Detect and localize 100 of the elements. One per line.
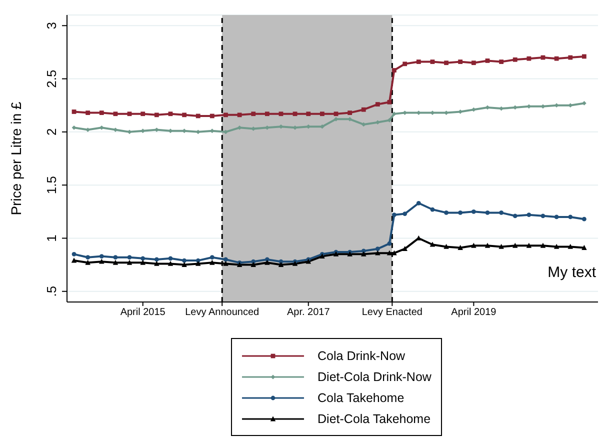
point	[99, 110, 104, 115]
point	[512, 214, 518, 218]
point	[224, 130, 228, 134]
point	[540, 214, 546, 218]
point	[387, 100, 392, 104]
point	[361, 107, 366, 112]
point	[127, 112, 132, 116]
point	[499, 210, 504, 215]
point	[375, 246, 380, 252]
point	[582, 54, 586, 59]
legend-label: Cola Drink-Now	[318, 348, 406, 362]
point	[251, 112, 256, 116]
point	[72, 110, 76, 114]
point	[540, 242, 546, 248]
point	[444, 60, 448, 66]
point	[168, 256, 173, 261]
point	[568, 55, 573, 60]
annotation: My text	[548, 264, 596, 281]
point	[485, 210, 490, 215]
point	[498, 244, 504, 249]
point	[195, 260, 201, 266]
point	[554, 244, 560, 249]
point	[140, 112, 146, 116]
point	[430, 207, 435, 212]
point	[113, 112, 118, 116]
point	[210, 114, 214, 118]
point	[458, 60, 463, 64]
point	[568, 244, 574, 249]
point	[416, 200, 421, 206]
point	[430, 60, 435, 64]
x-tick-label: April 2019	[451, 307, 497, 318]
point	[168, 112, 173, 116]
legend-label: Diet-Cola Drink-Now	[318, 370, 432, 384]
point	[278, 262, 284, 267]
y-tick-label: 1.5	[44, 176, 59, 194]
point	[444, 244, 449, 249]
x-tick-label: Apr. 2017	[286, 307, 330, 318]
x-tick-label: Levy Enacted	[362, 307, 422, 318]
point	[392, 112, 396, 116]
point	[72, 252, 76, 256]
point	[484, 242, 490, 248]
point	[444, 210, 448, 215]
point	[112, 260, 118, 265]
y-tick-label: 2.5	[44, 70, 59, 88]
point	[210, 260, 215, 265]
point	[264, 112, 270, 116]
point	[126, 260, 132, 265]
point	[168, 260, 174, 266]
point	[154, 112, 159, 118]
y-axis-title: Price per Litre in £	[8, 101, 24, 216]
point	[196, 114, 200, 118]
point	[430, 242, 436, 247]
point	[182, 112, 186, 118]
point	[140, 256, 146, 261]
point	[526, 56, 532, 61]
point	[582, 244, 587, 250]
point	[458, 244, 463, 250]
point	[237, 112, 242, 118]
x-tick-label: Levy Announced	[185, 307, 260, 318]
point	[402, 246, 408, 252]
point	[526, 242, 532, 248]
point	[224, 257, 228, 262]
y-tick-label: 2	[44, 128, 59, 136]
point	[512, 242, 518, 248]
point	[360, 251, 366, 256]
point	[402, 62, 408, 66]
y-tick-label: 3	[44, 22, 59, 30]
point	[210, 255, 214, 260]
point	[224, 112, 228, 118]
point	[334, 112, 338, 116]
point	[471, 60, 476, 66]
point	[250, 262, 256, 267]
point	[499, 60, 504, 64]
point	[223, 260, 228, 266]
point	[526, 212, 532, 218]
point	[86, 110, 90, 115]
point	[182, 262, 187, 267]
point	[458, 210, 463, 215]
point	[127, 255, 132, 260]
point	[402, 212, 408, 216]
y-tick-label: .5	[44, 286, 59, 297]
point	[154, 257, 159, 262]
point	[416, 60, 421, 64]
point	[99, 254, 104, 258]
point	[85, 260, 90, 265]
point	[568, 214, 573, 220]
point	[306, 112, 311, 116]
point	[554, 56, 559, 61]
point	[292, 112, 298, 116]
point	[471, 209, 476, 214]
point	[582, 216, 586, 222]
point	[485, 58, 490, 63]
point	[320, 112, 324, 116]
point	[99, 258, 104, 264]
point	[140, 260, 146, 265]
point	[86, 255, 90, 260]
legend-label: Diet-Cola Takehome	[318, 412, 431, 426]
legend-label: Cola Takehome	[318, 390, 404, 404]
point	[387, 241, 392, 246]
x-tick-label: April 2015	[120, 307, 166, 318]
